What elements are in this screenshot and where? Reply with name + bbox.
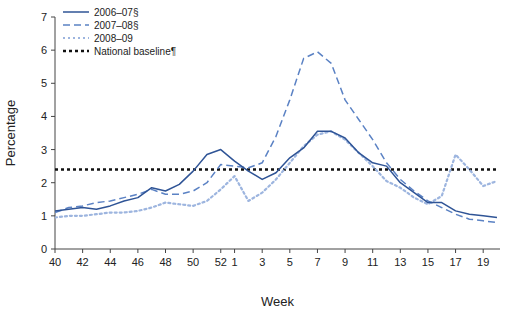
x-tick xyxy=(483,249,484,253)
x-tick-label: 42 xyxy=(77,256,89,268)
x-tick xyxy=(165,249,166,253)
x-tick-label: 44 xyxy=(104,256,116,268)
legend-swatch xyxy=(63,50,89,53)
x-tick xyxy=(372,249,373,253)
x-tick xyxy=(427,249,428,253)
legend-label: 2008–09 xyxy=(94,33,133,44)
x-tick xyxy=(400,249,401,253)
legend-label: National baseline¶ xyxy=(94,46,176,57)
legend-swatch xyxy=(63,11,89,13)
x-axis xyxy=(55,249,500,250)
x-tick xyxy=(234,249,235,253)
x-tick-label: 19 xyxy=(477,256,489,268)
y-tick-label: 3 xyxy=(41,144,47,156)
x-tick xyxy=(455,249,456,253)
y-tick-label: 7 xyxy=(41,11,47,23)
series-line xyxy=(55,131,497,217)
legend-label: 2007–08§ xyxy=(94,20,139,31)
x-tick xyxy=(55,249,56,253)
y-tick xyxy=(51,215,55,216)
y-tick xyxy=(51,116,55,117)
x-axis-label: Week xyxy=(261,294,294,309)
x-tick xyxy=(289,249,290,253)
series-line xyxy=(55,168,497,171)
y-tick-label: 0 xyxy=(41,243,47,255)
y-tick xyxy=(51,17,55,18)
x-tick-label: 7 xyxy=(314,256,320,268)
legend-swatch xyxy=(63,37,89,39)
x-tick-label: 3 xyxy=(259,256,265,268)
x-tick xyxy=(220,249,221,253)
x-tick-label: 46 xyxy=(132,256,144,268)
legend-swatch xyxy=(63,24,89,26)
x-tick-label: 48 xyxy=(159,256,171,268)
x-tick xyxy=(110,249,111,253)
y-axis-label: Percentage xyxy=(3,100,18,167)
x-tick xyxy=(193,249,194,253)
series-line xyxy=(55,131,497,217)
y-axis xyxy=(55,17,56,249)
y-tick xyxy=(51,149,55,150)
plot-lines xyxy=(55,52,497,223)
x-tick-label: 1 xyxy=(232,256,238,268)
y-tick-label: 1 xyxy=(41,210,47,222)
y-tick xyxy=(51,249,55,250)
y-tick xyxy=(51,50,55,51)
legend: 2006–07§ 2007–08§ 2008–09 National baseline… xyxy=(63,7,176,57)
y-tick-label: 4 xyxy=(41,110,47,122)
y-tick-label: 5 xyxy=(41,77,47,89)
x-tick xyxy=(137,249,138,253)
y-tick-label: 6 xyxy=(41,44,47,56)
x-tick-label: 40 xyxy=(49,256,61,268)
x-tick-label: 17 xyxy=(449,256,461,268)
x-tick xyxy=(82,249,83,253)
y-tick xyxy=(51,182,55,183)
x-tick-label: 9 xyxy=(342,256,348,268)
x-tick-label: 15 xyxy=(422,256,434,268)
x-tick-label: 13 xyxy=(394,256,406,268)
chart: 0123456740424446485052135791113151719Wee… xyxy=(0,0,517,319)
x-tick xyxy=(317,249,318,253)
legend-label: 2006–07§ xyxy=(94,7,139,18)
x-tick xyxy=(345,249,346,253)
y-tick-label: 2 xyxy=(41,177,47,189)
x-tick-label: 52 xyxy=(215,256,227,268)
x-tick-label: 11 xyxy=(367,256,378,268)
y-tick xyxy=(51,83,55,84)
series-line xyxy=(55,52,497,223)
x-tick-label: 50 xyxy=(187,256,199,268)
x-tick-label: 5 xyxy=(287,256,293,268)
x-tick xyxy=(262,249,263,253)
